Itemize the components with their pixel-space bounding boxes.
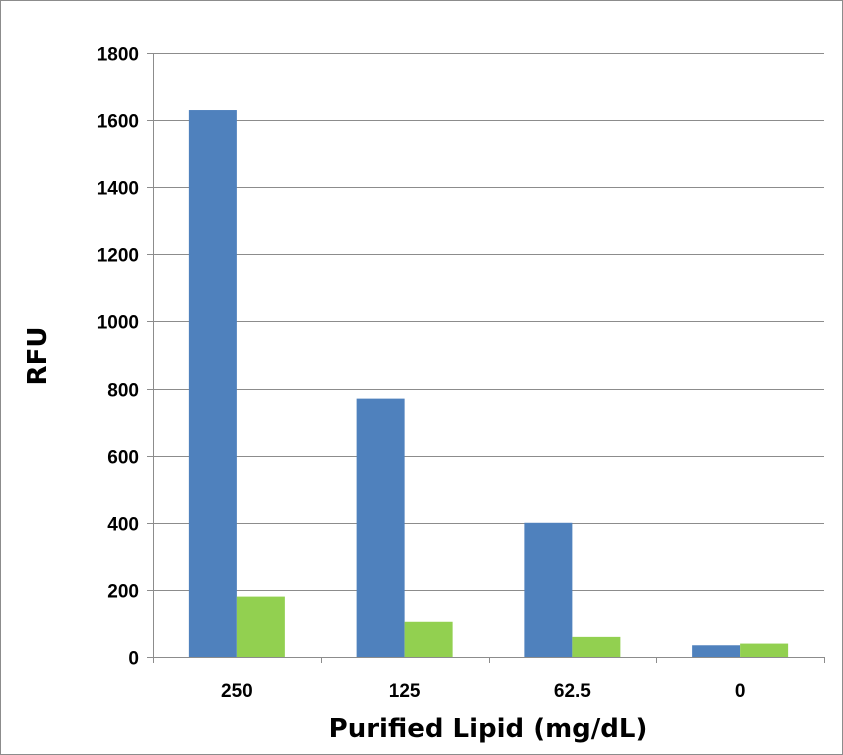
x-tick-labels: 250 125 62.5 0	[221, 681, 745, 702]
y-tick-label: 1600	[97, 112, 139, 133]
bar	[572, 636, 621, 657]
y-tick-label: 400	[107, 515, 139, 536]
y-tick-label: 1400	[97, 179, 139, 200]
gridlines	[153, 53, 824, 591]
y-tick-label: 600	[107, 448, 139, 469]
y-tick-label: 800	[107, 381, 139, 402]
y-tick-label: 1800	[97, 45, 139, 66]
y-tick-label: 1000	[97, 313, 139, 334]
y-axis-title: RFU	[23, 327, 53, 386]
x-tick-label: 125	[389, 681, 421, 702]
bar	[356, 398, 405, 657]
y-tick-label: 1200	[97, 246, 139, 267]
y-tick-label: 0	[128, 649, 139, 670]
bar	[404, 621, 453, 657]
x-tick-label: 250	[221, 681, 253, 702]
y-tick-labels: 0 200 400 600 800 1000 1200 1400 1600 1800	[97, 45, 139, 670]
axes	[147, 53, 825, 663]
x-axis-title: Purified Lipid (mg/dL)	[329, 714, 648, 744]
bar	[236, 596, 285, 657]
bars	[188, 110, 789, 658]
bar	[692, 645, 741, 657]
bar	[524, 522, 573, 657]
y-tick-label: 200	[107, 582, 139, 603]
bar	[188, 110, 237, 658]
x-tick-label: 0	[735, 681, 746, 702]
bar	[740, 643, 789, 657]
x-tick-label: 62.5	[554, 681, 591, 702]
